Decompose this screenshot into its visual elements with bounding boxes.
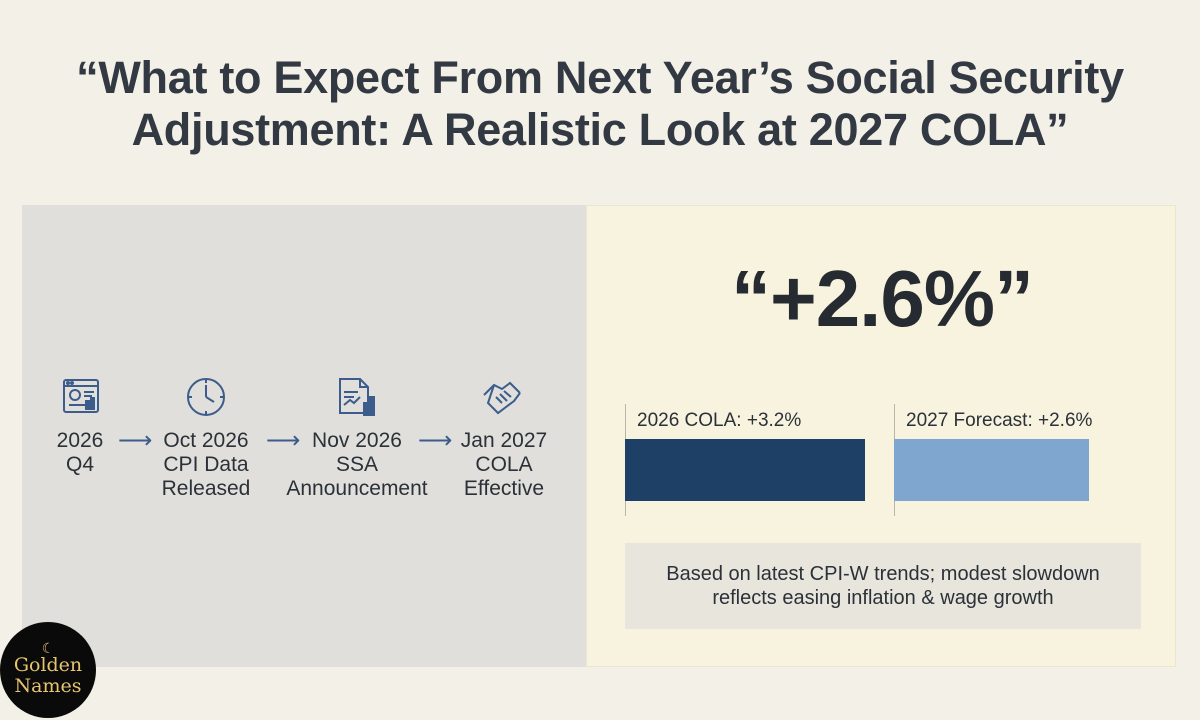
document-chart-icon [334,375,378,419]
timeline-arrow-icon: ⟶ [418,427,453,454]
timeline-step-1-line-2: Q4 [65,453,94,476]
headline-line-2: Adjustment: A Realistic Look at 2027 COL… [131,104,1069,155]
logo-line-1: Golden [13,654,83,676]
golden-names-logo: ☾ Golden Names [0,622,96,718]
forecast-value: “+2.6%” [730,254,1034,343]
page-headline: “What to Expect From Next Year’s Social … [0,52,1200,156]
timeline-step-1: 2026 Q4 [50,429,110,477]
timeline-step-2: Oct 2026 CPI Data Released [156,429,256,501]
timeline-step-3-line-1: Nov 2026 [312,429,402,452]
timeline-step-2-line-3: Released [161,477,251,500]
timeline-step-1-line-1: 2026 [56,429,104,452]
timeline-step-4: Jan 2027 COLA Effective [452,429,556,501]
timeline-step-4-line-1: Jan 2027 [460,429,548,452]
timeline-arrow-icon: ⟶ [266,427,301,454]
headline-line-1: “What to Expect From Next Year’s Social … [76,52,1124,103]
timeline-step-3: Nov 2026 SSA Announcement [278,429,436,501]
timeline-step-4-line-3: Effective [463,477,545,500]
timeline-step-2-line-1: Oct 2026 [163,429,249,452]
timeline-step-3-line-2: SSA [335,453,379,476]
clock-icon [184,375,228,419]
forecast-note: Based on latest CPI-W trends; modest slo… [625,543,1141,629]
handshake-icon [480,375,524,419]
timeline-panel: 2026 Q4 ⟶ Oct 2026 CPI Data Released ⟶ N… [22,205,586,667]
timeline-step-2-line-2: CPI Data [163,453,249,476]
bar-fill-2027 [894,439,1089,501]
timeline-arrow-icon: ⟶ [118,427,153,454]
bar-2027-forecast: 2027 Forecast: +2.6% [894,404,1134,516]
bar-label: 2027 Forecast: +2.6% [906,410,1093,431]
timeline-step-3-line-3: Announcement [286,477,428,500]
crescent-moon-icon: ☾ [41,641,55,657]
logo-line-2: Names [14,675,82,697]
timeline-step-4-line-2: COLA [475,453,533,476]
bar-fill-2026 [625,439,865,501]
data-dashboard-icon [60,375,104,419]
bar-label: 2026 COLA: +3.2% [637,410,802,431]
bar-2026-cola: 2026 COLA: +3.2% [625,404,865,516]
forecast-panel: “+2.6%” 2026 COLA: +3.2% 2027 Forecast: … [586,205,1176,667]
